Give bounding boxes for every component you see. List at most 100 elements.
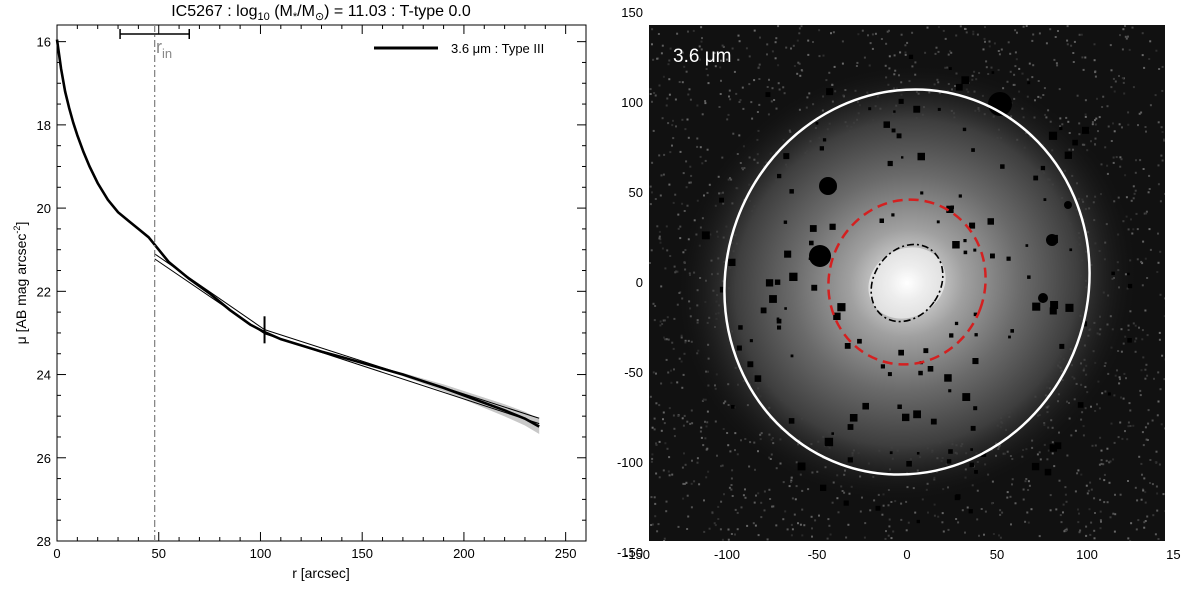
- noise-speck: [988, 40, 991, 43]
- noise-speck: [1032, 33, 1035, 36]
- noise-speck: [1144, 491, 1147, 494]
- noise-speck: [693, 480, 696, 483]
- noise-speck: [1105, 459, 1108, 462]
- masked-source: [970, 448, 973, 451]
- noise-speck: [972, 33, 975, 36]
- noise-speck: [1088, 508, 1091, 511]
- noise-speck: [1109, 516, 1112, 519]
- masked-source: [897, 404, 902, 409]
- y-tick-label: 18: [37, 118, 51, 133]
- noise-speck: [797, 61, 800, 64]
- noise-speck: [976, 489, 979, 492]
- noise-speck: [991, 480, 994, 483]
- noise-speck: [1066, 454, 1069, 457]
- noise-speck: [1164, 304, 1165, 307]
- masked-source: [875, 505, 881, 511]
- masked-source: [790, 354, 794, 358]
- noise-speck: [1127, 111, 1130, 114]
- noise-speck: [1161, 89, 1164, 92]
- noise-speck: [798, 27, 801, 30]
- noise-speck: [1136, 228, 1139, 231]
- noise-speck: [758, 78, 761, 80]
- noise-speck: [1073, 40, 1076, 43]
- noise-speck: [1062, 511, 1064, 514]
- noise-speck: [1108, 461, 1111, 464]
- noise-speck: [884, 64, 887, 67]
- noise-speck: [1112, 161, 1115, 164]
- noise-speck: [1160, 154, 1163, 157]
- noise-speck: [721, 464, 724, 467]
- noise-speck: [681, 81, 684, 84]
- x-tick-label: 250: [555, 546, 577, 561]
- noise-speck: [1146, 515, 1149, 518]
- noise-speck: [1149, 459, 1152, 461]
- noise-speck: [728, 95, 730, 98]
- noise-speck: [1104, 146, 1107, 149]
- masked-source: [1049, 444, 1057, 452]
- noise-speck: [1141, 473, 1143, 476]
- noise-speck: [887, 534, 890, 537]
- noise-speck: [1129, 409, 1132, 412]
- noise-speck: [1135, 528, 1138, 531]
- noise-speck: [1072, 52, 1075, 54]
- noise-speck: [778, 88, 781, 91]
- plot-title: IC5267 : log10 (M*/M⊙) = 11.03 : T-type …: [171, 3, 471, 23]
- noise-speck: [857, 33, 860, 36]
- noise-speck: [1114, 513, 1117, 516]
- noise-speck: [1000, 48, 1003, 51]
- masked-source: [847, 457, 853, 463]
- noise-speck: [705, 476, 708, 479]
- noise-speck: [1143, 66, 1146, 69]
- profile-line: [55, 39, 540, 428]
- masked-source: [1111, 271, 1115, 276]
- noise-speck: [1158, 338, 1161, 341]
- noise-speck: [1006, 80, 1009, 83]
- noise-speck: [758, 63, 761, 66]
- masked-source: [962, 127, 967, 132]
- masked-source: [811, 284, 818, 291]
- noise-speck: [650, 524, 653, 526]
- noise-speck: [982, 48, 985, 51]
- noise-speck: [663, 537, 666, 540]
- masked-source: [824, 437, 834, 447]
- noise-speck: [667, 338, 670, 341]
- noise-speck: [786, 528, 789, 531]
- noise-speck: [690, 181, 692, 184]
- noise-speck: [832, 31, 835, 34]
- noise-speck: [1125, 37, 1128, 40]
- noise-speck: [1146, 439, 1149, 441]
- noise-speck: [888, 518, 891, 521]
- masked-source: [923, 348, 929, 354]
- noise-speck: [869, 42, 872, 45]
- noise-speck: [1119, 493, 1122, 496]
- noise-speck: [652, 129, 655, 132]
- noise-speck: [1087, 489, 1090, 492]
- masked-source: [1010, 329, 1014, 333]
- noise-speck: [1027, 489, 1030, 491]
- noise-speck: [793, 65, 796, 67]
- noise-speck: [650, 496, 653, 499]
- noise-speck: [887, 504, 890, 507]
- noise-speck: [682, 172, 685, 175]
- noise-speck: [662, 173, 665, 176]
- noise-speck: [1076, 94, 1079, 97]
- noise-speck: [933, 503, 936, 506]
- noise-speck: [681, 386, 684, 389]
- noise-speck: [731, 495, 734, 497]
- image-y-tick-label: 0: [636, 275, 643, 290]
- noise-speck: [1065, 116, 1068, 119]
- noise-speck: [1022, 25, 1025, 28]
- noise-speck: [1058, 479, 1061, 482]
- noise-speck: [659, 194, 662, 197]
- masked-source: [765, 92, 771, 97]
- noise-speck: [689, 422, 692, 425]
- masked-source: [887, 160, 893, 167]
- noise-speck: [811, 535, 813, 538]
- noise-speck: [1114, 80, 1117, 83]
- x-tick-label: 0: [53, 546, 60, 561]
- noise-speck: [1122, 77, 1125, 80]
- noise-speck: [828, 524, 831, 527]
- noise-speck: [856, 61, 859, 64]
- masked-source: [1048, 131, 1058, 140]
- noise-speck: [1161, 354, 1164, 357]
